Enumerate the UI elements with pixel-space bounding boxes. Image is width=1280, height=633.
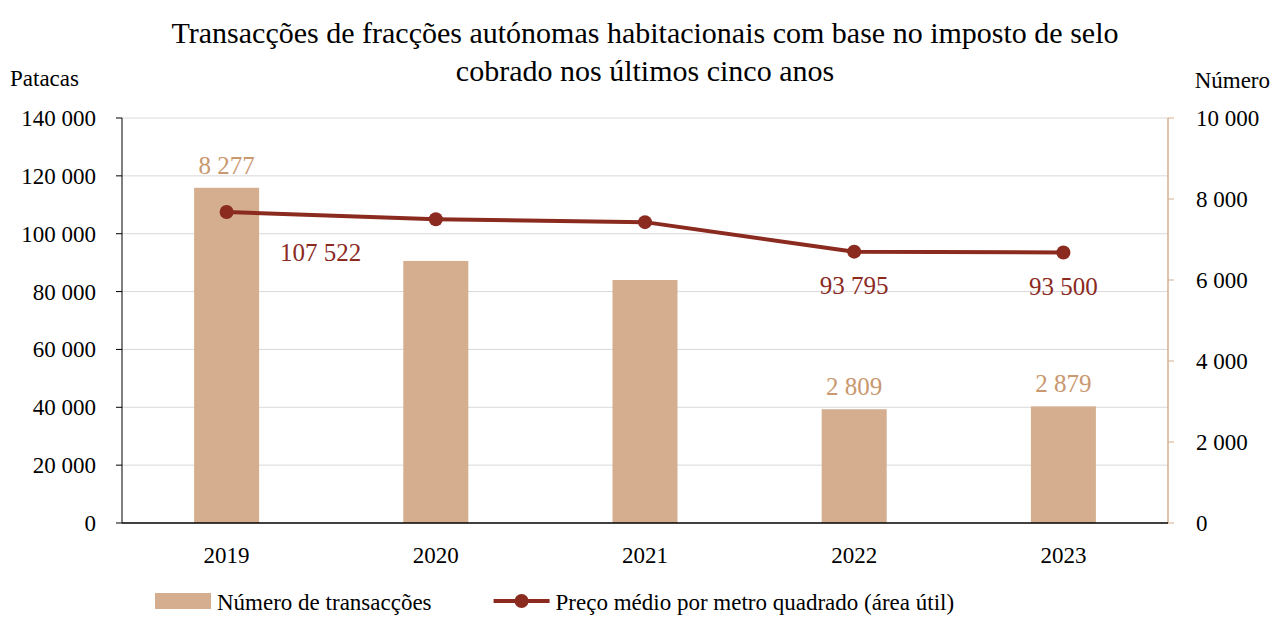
y-tick — [116, 233, 122, 234]
y-tick-label: 40 000 — [33, 395, 96, 420]
x-tick-label: 2021 — [622, 543, 668, 568]
x-tick-label: 2022 — [831, 543, 877, 568]
y-axis — [122, 118, 123, 523]
y-tick-label: 80 000 — [33, 280, 96, 305]
line-marker — [220, 205, 234, 219]
grid-line — [122, 175, 1168, 176]
bar — [822, 409, 887, 523]
grid-line — [122, 233, 1168, 234]
x-axis — [122, 522, 1168, 524]
y2-tick-label: 2 000 — [1196, 430, 1248, 455]
y-tick-label: 60 000 — [33, 337, 96, 362]
y2-tick — [1168, 523, 1174, 524]
y2-tick — [1168, 280, 1174, 281]
bar — [403, 261, 468, 523]
y-tick-label: 140 000 — [21, 106, 96, 131]
line-label: 107 522 — [280, 239, 361, 266]
y2-tick-label: 0 — [1196, 511, 1208, 536]
y2-tick — [1168, 199, 1174, 200]
bar-label: 8 277 — [198, 152, 254, 179]
line-label: 93 795 — [820, 272, 889, 299]
bar — [1031, 406, 1096, 523]
line-label: 93 500 — [1029, 273, 1098, 300]
legend-label: Número de transacções — [217, 590, 432, 615]
marks — [194, 188, 1096, 523]
line-marker — [638, 215, 652, 229]
y2-axis-title: Número — [1195, 68, 1270, 93]
line-marker — [1056, 246, 1070, 260]
legend-item: Número de transacções — [155, 590, 432, 615]
y-tick — [116, 349, 122, 350]
line-marker — [847, 245, 861, 259]
y2-tick — [1168, 118, 1174, 119]
y2-tick-label: 10 000 — [1196, 106, 1259, 131]
y-tick — [116, 523, 122, 524]
x-tick-label: 2020 — [413, 543, 459, 568]
x-tick-label: 2019 — [204, 543, 250, 568]
line-marker — [429, 212, 443, 226]
title-group: Transacções de fracções autónomas habita… — [172, 16, 1119, 87]
y-tick — [116, 175, 122, 176]
legend-item: Preço médio por metro quadrado (área úti… — [494, 590, 955, 615]
y-axis-title: Patacas — [10, 66, 79, 91]
bar — [613, 280, 678, 523]
legend-swatch — [155, 593, 211, 609]
title: Transacções de fracções autónomas habita… — [172, 16, 1119, 87]
y2-tick-label: 8 000 — [1196, 187, 1248, 212]
y-tick — [116, 118, 122, 119]
y-tick — [116, 465, 122, 466]
y-tick-label: 120 000 — [21, 164, 96, 189]
y-tick-label: 100 000 — [21, 222, 96, 247]
bar-label: 2 809 — [826, 373, 882, 400]
y2-tick-label: 6 000 — [1196, 268, 1248, 293]
y-tick — [116, 407, 122, 408]
title-line: Transacções de fracções autónomas habita… — [172, 16, 1119, 49]
chart: Transacções de fracções autónomas habita… — [0, 0, 1280, 633]
bar-label: 2 879 — [1035, 370, 1091, 397]
title-line: cobrado nos últimos cinco anos — [456, 54, 834, 87]
y2-tick — [1168, 442, 1174, 443]
y2-tick-label: 4 000 — [1196, 349, 1248, 374]
legend: Número de transacções Preço médio por met… — [155, 590, 954, 615]
grid-line — [122, 118, 1168, 119]
y2-tick — [1168, 361, 1174, 362]
x-tick-label: 2023 — [1040, 543, 1086, 568]
bar — [194, 188, 259, 523]
legend-label: Preço médio por metro quadrado (área úti… — [556, 590, 955, 615]
y2-axis — [1167, 118, 1169, 523]
y-tick-label: 20 000 — [33, 453, 96, 478]
data-labels: 8 277 2 809 2 879 107 522 93 795 93 500 — [198, 152, 1097, 400]
y-tick-label: 0 — [85, 511, 97, 536]
legend-marker — [515, 594, 529, 608]
y-tick — [116, 291, 122, 292]
